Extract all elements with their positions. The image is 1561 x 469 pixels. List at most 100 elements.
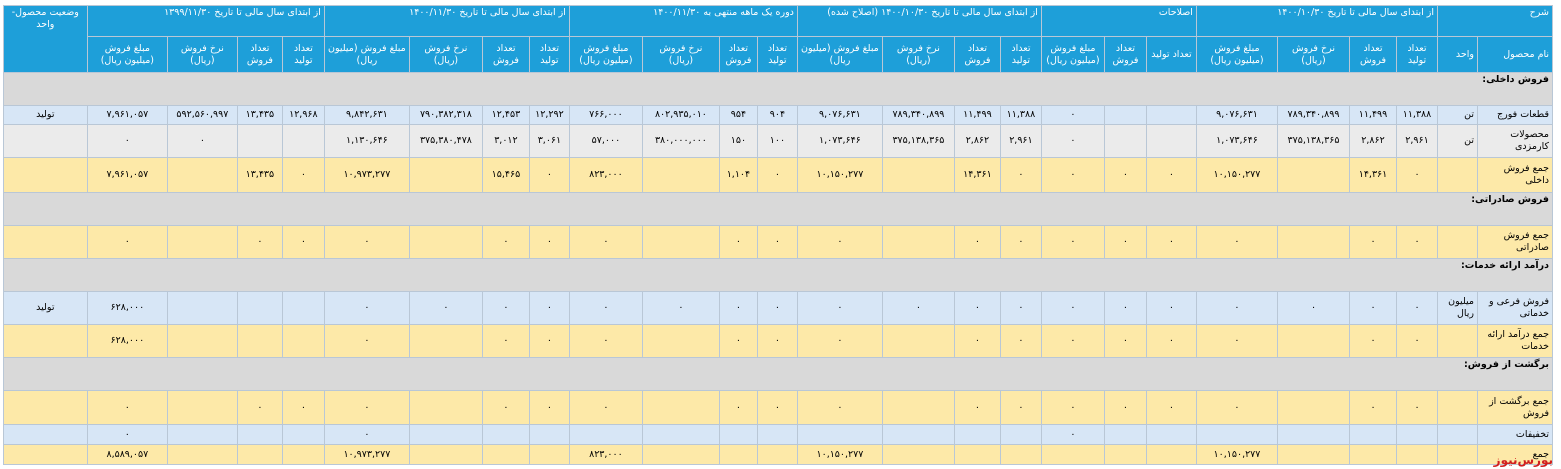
cell: ۰ — [953, 291, 1001, 325]
cell: ۱۳,۴۳۵ — [236, 157, 283, 193]
cell: ۰ — [528, 390, 570, 425]
cell: ۰ — [1195, 390, 1279, 425]
cell — [1145, 124, 1197, 158]
cell: ۰ — [1396, 225, 1438, 259]
data-row: جمع ۱۰,۱۵۰,۲۷۷ ۱۰,۱۵۰,۲۷۷ ۸۲۳,۰۰۰ ۱۰,۹۷۳,۲۷۷… — [2, 444, 1553, 465]
cell — [641, 324, 720, 358]
cell: ۰ — [1396, 390, 1438, 425]
cell — [408, 225, 483, 259]
cell: ۱۱,۳۸۸ — [1396, 105, 1438, 125]
cell: ۰ — [718, 225, 758, 259]
cell: ۰ — [796, 291, 883, 325]
cell: ۰ — [323, 324, 410, 358]
cell: ۳۸۰,۰۰۰,۰۰۰ — [641, 124, 720, 158]
cell: ۰ — [1396, 324, 1438, 358]
cell — [2, 390, 88, 425]
cell: ۰ — [1349, 324, 1397, 358]
cell: ۰ — [881, 291, 955, 325]
cell — [166, 324, 238, 358]
cell — [281, 444, 325, 465]
cell — [1277, 424, 1350, 445]
cell — [1103, 105, 1147, 125]
cell: ۹,۰۷۶,۶۳۱ — [796, 105, 883, 125]
cell: ۱۱,۳۸۸ — [999, 105, 1042, 125]
cell — [1437, 225, 1478, 259]
section-row: برگشت از فروش: — [2, 357, 1554, 391]
cell: ۰ — [568, 390, 643, 425]
cell: ۱,۱۳۰,۶۴۶ — [323, 124, 410, 158]
cell: ۶۲۸,۰۰۰ — [86, 324, 168, 358]
cell — [408, 390, 483, 425]
cell — [281, 291, 325, 325]
cell: ۰ — [756, 390, 798, 425]
cell — [2, 157, 88, 193]
cell — [2, 444, 88, 465]
data-row: قطعات فورج تن ۱۱,۳۸۸ ۱۱,۴۹۹ ۷۸۹,۳۴۰,۸۹۹ ۹,۰۷۶… — [2, 105, 1553, 125]
column-header: مبلغ فروش (میلیون ریال) — [1195, 36, 1279, 73]
cell: ۵۷,۰۰۰ — [568, 124, 643, 158]
cell — [166, 444, 238, 465]
cell: ۱۰,۱۵۰,۲۷۷ — [1195, 444, 1279, 465]
group-header: وضعیت محصول-واحد — [2, 5, 88, 73]
row-label: جمع درآمد ارائه خدمات — [1477, 324, 1553, 358]
section-label: برگشت از فروش: — [2, 357, 1554, 391]
cell — [718, 424, 758, 445]
cell: ۰ — [999, 324, 1042, 358]
column-header: تعداد فروش — [236, 36, 283, 73]
cell: ۱۰,۱۵۰,۲۷۷ — [796, 157, 883, 193]
cell: ۰ — [1103, 324, 1147, 358]
cell: ۹,۰۷۶,۶۳۱ — [1195, 105, 1279, 125]
cell — [881, 424, 955, 445]
cell — [999, 444, 1042, 465]
column-header: تعداد فروش — [1103, 36, 1147, 73]
cell — [236, 291, 283, 325]
cell: ۰ — [1103, 291, 1147, 325]
cell: ۰ — [236, 390, 283, 425]
cell: ۱۵۰ — [718, 124, 758, 158]
cell — [408, 157, 483, 193]
cell — [481, 424, 530, 445]
cell: ۰ — [1103, 157, 1147, 193]
cell: ۰ — [1040, 390, 1105, 425]
cell: ۰ — [756, 324, 798, 358]
cell: ۱۱,۴۹۹ — [1349, 105, 1397, 125]
cell: ۰ — [1277, 291, 1350, 325]
cell: ۱,۱۰۴ — [718, 157, 758, 193]
cell: ۱۰,۱۵۰,۲۷۷ — [796, 444, 883, 465]
cell — [2, 324, 88, 358]
cell: ۷,۹۶۱,۰۵۷ — [86, 105, 168, 125]
section-row: فروش صادراتی: — [2, 192, 1554, 226]
cell — [1349, 424, 1397, 445]
column-header: نرخ فروش (ریال) — [1277, 36, 1350, 73]
cell — [1040, 444, 1105, 465]
cell: ۷,۹۶۱,۰۵۷ — [86, 157, 168, 193]
cell: ۰ — [999, 390, 1042, 425]
header-row: نام محصول واحد تعداد تولید تعداد فروش نرخ فر… — [3, 36, 1553, 73]
cell — [166, 424, 238, 445]
cell: ۰ — [1040, 225, 1105, 259]
cell: ۰ — [1145, 291, 1197, 325]
column-header: تعداد تولید — [281, 36, 325, 73]
column-header: مبلغ فروش (میلیون ریال) — [568, 36, 643, 73]
cell: ۰ — [953, 390, 1001, 425]
cell: ۰ — [999, 225, 1042, 259]
cell — [2, 225, 88, 259]
row-label: جمع فروش داخلی — [1477, 157, 1553, 193]
cell — [166, 291, 238, 325]
cell — [1437, 324, 1478, 358]
cell: ۰ — [568, 225, 643, 259]
column-header: نرخ فروش (ریال) — [641, 36, 720, 73]
cell — [641, 225, 720, 259]
cell: ۱۴,۳۶۱ — [1349, 157, 1397, 193]
cell: ۰ — [1103, 390, 1147, 425]
cell — [166, 390, 238, 425]
cell: ۰ — [281, 390, 325, 425]
sales-table: شرح از ابتدای سال مالی تا تاریخ ۱۴۰۰/۱۰/۳… — [2, 5, 1554, 465]
cell: ۱۲,۴۵۳ — [481, 105, 530, 125]
cell: ۹,۸۴۲,۶۳۱ — [323, 105, 410, 125]
cell — [881, 444, 955, 465]
cell — [756, 444, 798, 465]
data-row: فروش فرعی و خدماتی میلیون ریال ۰ ۰ ۰ ۰ ۰ ۰ ۰ ۰ ۰ ۰ ۰… — [2, 291, 1553, 325]
cell — [1103, 124, 1147, 158]
cell: ۰ — [166, 124, 238, 158]
